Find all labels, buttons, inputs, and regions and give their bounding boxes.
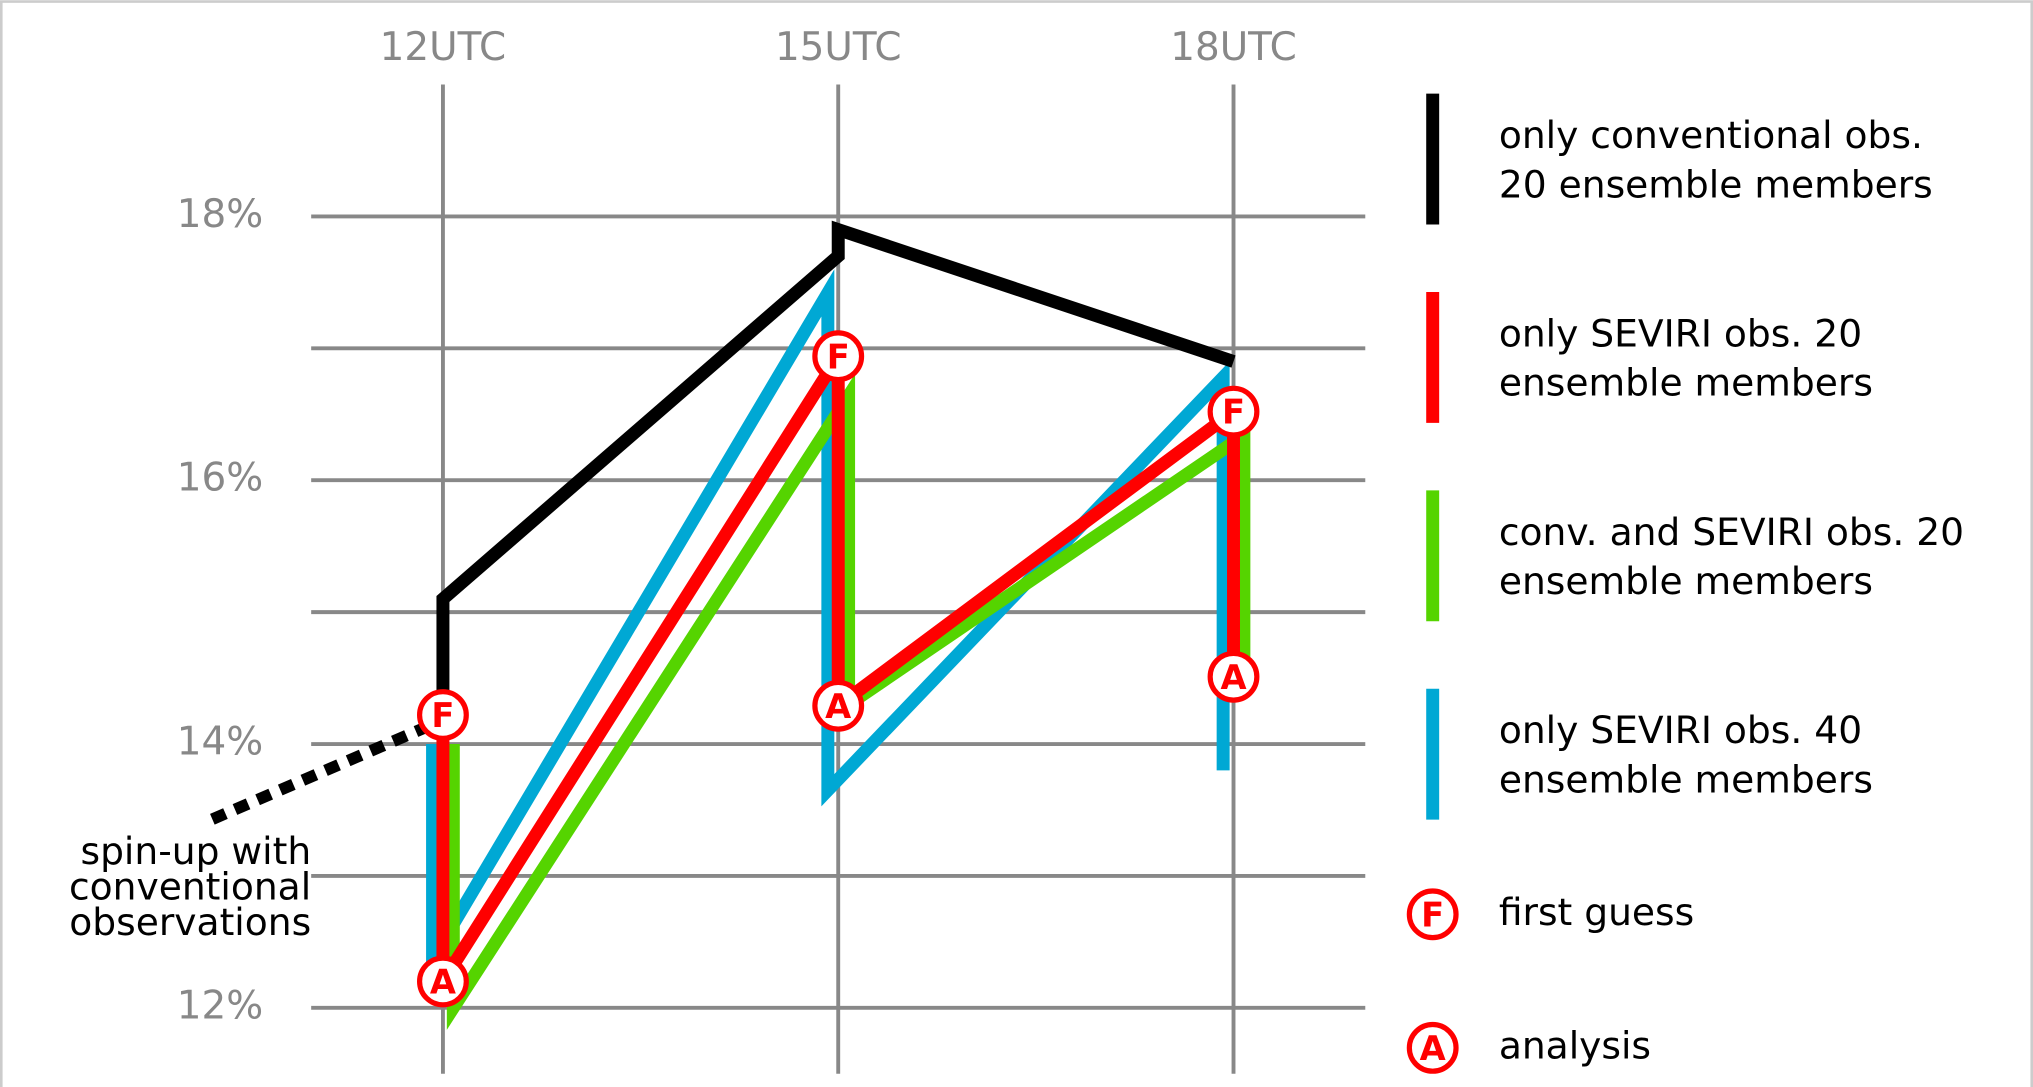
marker: A: [812, 679, 865, 732]
marker-circle: [417, 955, 469, 1008]
marker-circle: [812, 679, 865, 732]
legend-item: only SEVIRI obs. 20 ensemble members: [1498, 311, 1873, 405]
marker-circle: [1207, 385, 1260, 438]
marker-symbol: A: [1420, 1029, 1446, 1068]
x-tick-label: 15UTC: [775, 25, 902, 70]
y-tick-label: 18%: [177, 192, 263, 237]
marker-symbol: F: [431, 696, 454, 735]
spin-up-line: [210, 720, 433, 825]
marker: A: [417, 955, 469, 1008]
marker-symbol: A: [825, 687, 851, 726]
annotation: conventional: [69, 865, 311, 909]
marker: A: [1406, 1021, 1459, 1074]
marker-circle: [1207, 650, 1260, 703]
y-tick-label: 16%: [177, 456, 263, 501]
y-tick-label: 12%: [177, 983, 263, 1028]
marker-symbol: A: [430, 963, 456, 1002]
series-line: [436, 220, 1236, 716]
legend-label: only conventional obs. 20 ensemble membe…: [1498, 113, 1933, 207]
marker: F: [812, 330, 865, 383]
series-line: [436, 333, 1240, 1004]
annotation: spin-up with: [80, 829, 311, 873]
legend-label: only SEVIRI obs. 20 ensemble members: [1498, 311, 1873, 405]
y-tick-label: 14%: [177, 720, 263, 765]
legend-label: analysis: [1499, 1023, 1651, 1067]
legend-item: conv. and SEVIRI obs. 20 ensemble member…: [1498, 509, 1965, 604]
marker-circle: [812, 330, 865, 383]
marker: A: [1207, 650, 1260, 703]
marker-circle: [417, 689, 469, 741]
marker-circle: [1406, 1021, 1459, 1074]
marker-circle: [1406, 888, 1459, 941]
marker-symbol: F: [1222, 393, 1245, 432]
marker-symbol: A: [1220, 658, 1246, 697]
marker-symbol: F: [827, 337, 850, 376]
annotation: observations: [69, 900, 311, 944]
legend-label: conv. and SEVIRI obs. 20 ensemble member…: [1498, 509, 1965, 604]
x-tick-label: 12UTC: [380, 25, 507, 70]
marker: F: [417, 689, 469, 741]
marker: F: [1406, 888, 1459, 941]
legend-label: only SEVIRI obs. 40 ensemble members: [1498, 708, 1873, 802]
legend-item: only conventional obs. 20 ensemble membe…: [1498, 113, 1933, 207]
marker-symbol: F: [1421, 895, 1444, 934]
legend-label: first guess: [1499, 890, 1694, 934]
x-tick-label: 18UTC: [1170, 25, 1297, 70]
legend-item: only SEVIRI obs. 40 ensemble members: [1498, 708, 1873, 802]
marker: F: [1207, 385, 1260, 438]
